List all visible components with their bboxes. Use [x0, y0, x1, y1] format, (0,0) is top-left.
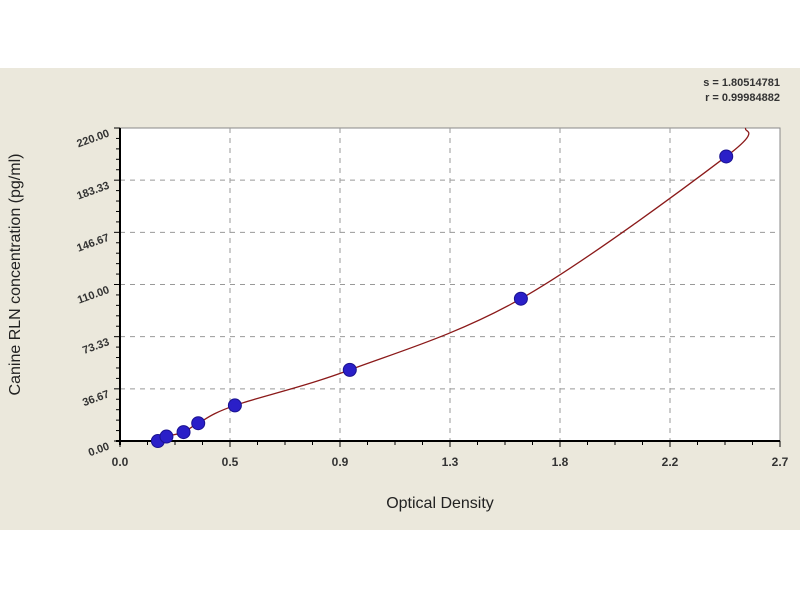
y-tick-label: 110.00 [76, 284, 111, 307]
y-tick-label: 73.33 [81, 336, 111, 357]
x-axis-label: Optical Density [386, 495, 494, 512]
y-tick-label: 0.00 [87, 441, 111, 460]
y-tick-label: 220.00 [75, 128, 111, 151]
data-point [719, 149, 734, 164]
data-point [191, 416, 206, 431]
y-tick-label: 183.33 [75, 180, 111, 203]
x-tick-label: 2.2 [662, 455, 679, 469]
x-tick-label: 1.3 [442, 455, 459, 469]
y-tick-label: 146.67 [75, 232, 111, 255]
x-tick-label: 0.5 [222, 455, 239, 469]
y-tick-label: 36.67 [81, 388, 111, 409]
fit-statistics: s = 1.80514781 r = 0.99984882 [703, 76, 780, 106]
x-tick-label: 2.7 [772, 455, 789, 469]
x-tick-label: 0.9 [332, 455, 349, 469]
data-point [176, 425, 191, 440]
x-tick-label: 0.0 [112, 455, 129, 469]
stat-r: r = 0.99984882 [705, 92, 780, 104]
y-axis-label: Canine RLN concentration (pg/ml) [7, 154, 24, 396]
stat-s: s = 1.80514781 [703, 77, 780, 89]
data-point [513, 291, 528, 306]
data-point [342, 362, 357, 377]
data-point [159, 429, 174, 444]
x-tick-label: 1.8 [552, 455, 569, 469]
data-point [227, 398, 242, 413]
